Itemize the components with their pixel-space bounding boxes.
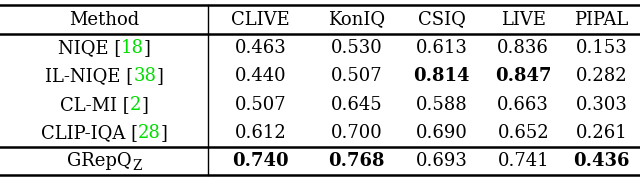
Text: CSIQ: CSIQ: [418, 11, 465, 28]
Text: CL-MI [: CL-MI [: [60, 96, 130, 113]
Text: 0.436: 0.436: [573, 152, 630, 170]
Text: CLIP-IQA [: CLIP-IQA [: [41, 124, 138, 142]
Text: KonIQ: KonIQ: [328, 11, 385, 28]
Text: 0.768: 0.768: [328, 152, 385, 170]
Text: 0.700: 0.700: [331, 124, 383, 142]
Text: 0.261: 0.261: [576, 124, 627, 142]
Text: 0.847: 0.847: [495, 67, 552, 85]
Text: 0.740: 0.740: [232, 152, 289, 170]
Text: 0.645: 0.645: [331, 96, 383, 113]
Text: 2: 2: [130, 96, 141, 113]
Text: ]: ]: [161, 124, 168, 142]
Text: LIVE: LIVE: [500, 11, 546, 28]
Text: ]: ]: [156, 67, 163, 85]
Text: Z: Z: [132, 159, 141, 173]
Text: 0.836: 0.836: [497, 39, 549, 57]
Text: 0.814: 0.814: [413, 67, 470, 85]
Text: 0.663: 0.663: [497, 96, 549, 113]
Text: 0.507: 0.507: [331, 67, 383, 85]
Text: 0.652: 0.652: [497, 124, 549, 142]
Text: Method: Method: [69, 11, 140, 28]
Text: CLIVE: CLIVE: [232, 11, 290, 28]
Text: 0.612: 0.612: [235, 124, 287, 142]
Text: IL-NIQE [: IL-NIQE [: [45, 67, 134, 85]
Text: 0.690: 0.690: [415, 124, 468, 142]
Text: 0.463: 0.463: [235, 39, 287, 57]
Text: 0.507: 0.507: [235, 96, 287, 113]
Text: PIPAL: PIPAL: [575, 11, 628, 28]
Text: NIQE [: NIQE [: [58, 39, 121, 57]
Text: ]: ]: [144, 39, 151, 57]
Text: 0.153: 0.153: [576, 39, 627, 57]
Text: 0.613: 0.613: [415, 39, 468, 57]
Text: 0.440: 0.440: [235, 67, 287, 85]
Text: 0.530: 0.530: [331, 39, 383, 57]
Text: ]: ]: [141, 96, 148, 113]
Text: 38: 38: [134, 67, 156, 85]
Text: 0.303: 0.303: [575, 96, 628, 113]
Text: 28: 28: [138, 124, 161, 142]
Text: 0.741: 0.741: [497, 152, 549, 170]
Text: 0.588: 0.588: [416, 96, 467, 113]
Text: 18: 18: [121, 39, 144, 57]
Text: GRepQ: GRepQ: [67, 152, 132, 170]
Text: 0.282: 0.282: [576, 67, 627, 85]
Text: 0.693: 0.693: [415, 152, 468, 170]
